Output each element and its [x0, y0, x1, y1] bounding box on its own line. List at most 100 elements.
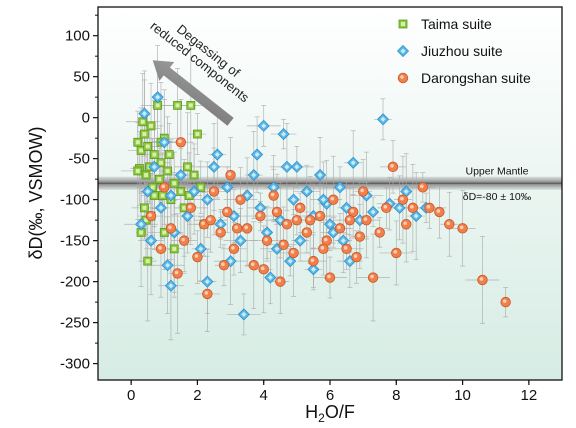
data-point [275, 276, 286, 287]
data-point [141, 170, 151, 180]
diamond-marker-highlight [251, 172, 257, 178]
data-point [376, 113, 390, 126]
circle-marker-highlight [403, 221, 408, 226]
square-marker-highlight [142, 205, 147, 210]
legend-label: Darongshan suite [421, 70, 531, 86]
diamond-marker-highlight [178, 172, 184, 178]
data-point [248, 260, 259, 271]
data-point [457, 223, 468, 234]
circle-marker-highlight [479, 277, 484, 281]
circle-marker-highlight [264, 237, 268, 242]
data-point [178, 235, 190, 246]
circle-marker-highlight [343, 246, 348, 250]
circle-marker-highlight [350, 209, 355, 213]
circle-marker-highlight [207, 217, 212, 221]
data-point [189, 170, 199, 180]
data-point [401, 219, 412, 230]
diamond-marker-highlight [204, 197, 210, 203]
data-point [374, 227, 385, 238]
square-marker-highlight [162, 230, 167, 235]
diamond-marker-highlight [320, 197, 326, 203]
data-point [133, 166, 143, 176]
data-point [214, 218, 227, 231]
data-point [221, 181, 234, 194]
data-point [234, 234, 247, 247]
series-circle [145, 137, 511, 308]
y-tick-label: -200 [60, 274, 90, 291]
data-point [215, 227, 226, 238]
square-marker-highlight [185, 164, 190, 169]
diamond-marker-highlight [337, 184, 343, 190]
diamond-marker-highlight [403, 188, 409, 194]
square-marker-highlight [172, 246, 177, 251]
circle-marker-highlight [410, 205, 414, 209]
circle-marker-highlight [224, 209, 229, 213]
circle-marker-highlight [360, 188, 364, 193]
diamond-marker-highlight [350, 160, 356, 166]
data-point [300, 185, 313, 198]
square-marker-highlight [142, 132, 147, 137]
data-point [281, 219, 293, 230]
data-point [133, 137, 143, 147]
diamond-marker-highlight [370, 209, 376, 215]
data-point [218, 260, 230, 271]
diamond-marker-highlight [284, 164, 290, 170]
square-marker-highlight [401, 22, 405, 26]
y-tick-label: -300 [60, 356, 90, 373]
legend-marker [398, 19, 408, 29]
diamond-marker-highlight [168, 283, 174, 289]
square-marker-highlight [144, 218, 149, 223]
data-point [271, 206, 283, 218]
data-point [417, 182, 429, 193]
square-marker-highlight [152, 152, 157, 157]
legend-marker [396, 44, 410, 58]
diamond-marker-highlight [330, 229, 336, 235]
diamond-marker-highlight [297, 238, 303, 244]
diamond-marker-highlight [397, 205, 403, 211]
diamond-marker-highlight [148, 238, 154, 244]
data-point [202, 288, 213, 300]
diamond-marker-highlight [145, 188, 151, 194]
data-point [161, 259, 174, 272]
upper-mantle-range-label: δD=-80 ± 10‰ [463, 191, 532, 203]
circle-marker-highlight [347, 217, 351, 221]
diamond-marker-highlight [304, 188, 310, 194]
x-axis-title-rest: O/F [325, 402, 355, 422]
data-point [254, 201, 267, 214]
upper-mantle-label: Upper Mantle [465, 166, 528, 178]
data-point [290, 160, 303, 173]
data-point [313, 168, 327, 182]
y-tick-label: -100 [60, 192, 90, 209]
data-point [139, 203, 149, 213]
data-point [301, 227, 313, 238]
data-points [133, 91, 511, 321]
circle-marker-highlight [446, 221, 451, 226]
circle-marker-highlight [181, 237, 185, 242]
data-point [284, 255, 297, 268]
data-point [149, 191, 159, 200]
square-marker-highlight [150, 185, 155, 190]
data-point [258, 264, 269, 275]
data-point [174, 168, 187, 182]
diamond-marker-highlight [218, 221, 224, 227]
circle-marker-highlight [280, 241, 285, 246]
circle-marker-highlight [353, 254, 358, 258]
data-point [143, 256, 153, 266]
diamond-marker-highlight [141, 111, 147, 117]
diamond-marker-highlight [241, 311, 247, 317]
data-point [148, 160, 161, 173]
diamond-marker-highlight [277, 217, 283, 223]
diamond-marker-highlight [400, 48, 406, 54]
data-point [500, 296, 511, 308]
circle-marker-highlight [277, 278, 282, 283]
legend-label: Taima suite [421, 16, 492, 32]
data-point [367, 205, 380, 219]
data-point [231, 223, 243, 234]
diamond-marker-highlight [224, 184, 230, 190]
diamond-marker-highlight [294, 164, 300, 170]
diamond-marker-highlight [168, 193, 174, 199]
data-point [357, 186, 369, 197]
square-marker-highlight [175, 103, 180, 108]
data-point [228, 243, 240, 255]
